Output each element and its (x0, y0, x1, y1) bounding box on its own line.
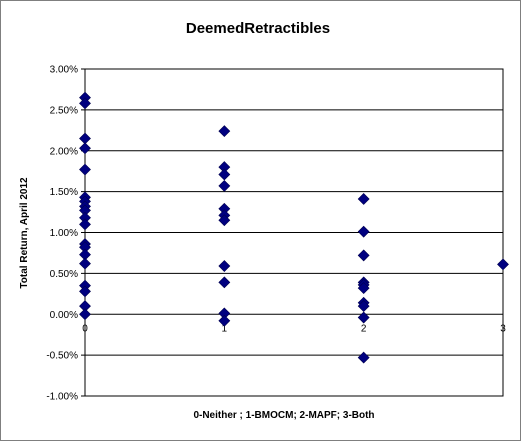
data-point (218, 179, 231, 192)
x-tick-label: 1 (222, 323, 228, 334)
data-point (218, 168, 231, 181)
data-point (357, 282, 370, 295)
chart-title: DeemedRetractibles (186, 20, 330, 37)
y-tick-label: 0.00% (50, 310, 78, 321)
data-points (79, 91, 509, 364)
y-tick-label: 2.00% (50, 146, 78, 157)
data-point (357, 249, 370, 262)
data-point (79, 308, 91, 321)
x-tick-labels: 0 1 2 3 (82, 323, 506, 334)
y-tick-label: 3.00% (50, 65, 78, 76)
data-point (79, 285, 91, 298)
x-tick-label: 0 (82, 323, 88, 334)
data-point (357, 300, 370, 312)
y-tick-label: 1.50% (50, 187, 78, 198)
data-point (79, 97, 91, 110)
y-tick-label: 1.00% (50, 228, 78, 239)
data-point (357, 311, 370, 324)
data-point (357, 351, 370, 364)
data-point (357, 225, 370, 238)
data-point (79, 132, 91, 145)
data-point (218, 314, 231, 327)
x-axis-label: 0-Neither ; 1-BMOCM; 2-MAPF; 3-Both (193, 410, 374, 421)
y-tick-label: -1.00% (46, 392, 78, 403)
y-tick-label: -0.50% (46, 351, 78, 362)
data-point (79, 163, 91, 176)
gridlines (81, 68, 504, 397)
y-tick-label: 2.50% (50, 105, 78, 116)
data-point (79, 142, 91, 155)
data-point (497, 258, 509, 271)
data-point (218, 125, 231, 138)
y-tick-labels: -1.00% -0.50% 0.00% 0.50% 1.00% 1.50% 2.00% 2.5… (46, 65, 78, 403)
plot-area-border (84, 68, 504, 397)
data-point (218, 214, 231, 227)
y-tick-label: 0.50% (50, 269, 78, 280)
y-axis-label: Total Return, April 2012 (19, 177, 30, 289)
data-point (79, 218, 91, 231)
data-point (357, 193, 370, 205)
data-point (218, 260, 231, 272)
x-tick-label: 3 (500, 323, 506, 334)
x-tick-label: 2 (361, 323, 367, 334)
data-point (79, 257, 91, 270)
data-point (218, 276, 231, 289)
